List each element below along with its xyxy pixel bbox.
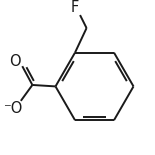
Text: ⁻O: ⁻O xyxy=(3,101,23,116)
Text: F: F xyxy=(71,0,79,15)
Text: O: O xyxy=(9,54,21,69)
